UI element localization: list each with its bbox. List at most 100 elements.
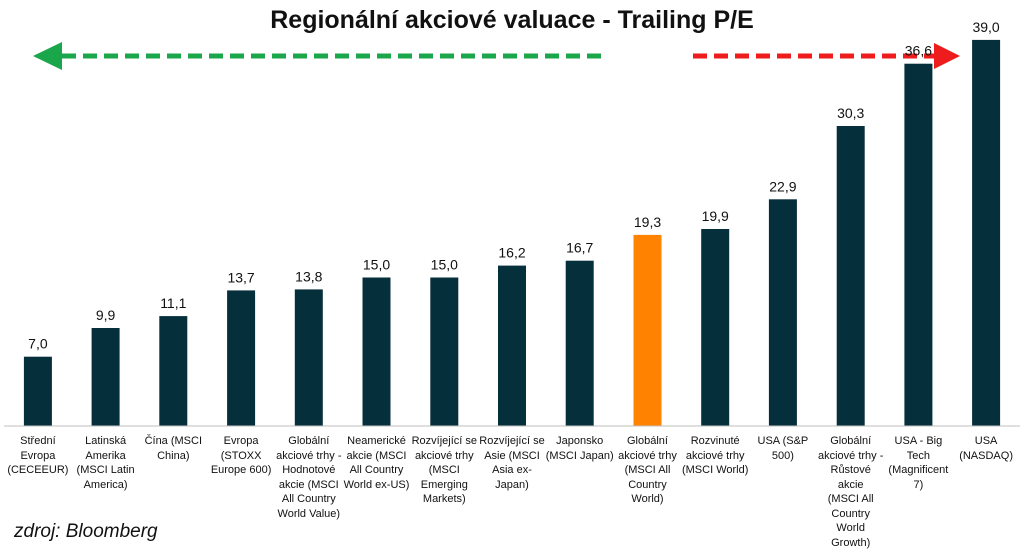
category-label-line: All Country — [281, 493, 336, 505]
category-label-line: Markets) — [422, 493, 466, 505]
value-label-1: 9,9 — [96, 307, 116, 323]
category-label-line: Globální — [627, 435, 668, 447]
category-label-line: (MSCI — [428, 464, 460, 476]
bar-3 — [227, 290, 256, 426]
category-label-line: All Country — [349, 464, 404, 476]
category-label-line: China) — [157, 449, 190, 462]
bar-8 — [565, 260, 594, 426]
category-label-line: (NASDAQ) — [959, 449, 1013, 462]
category-label-line: (MSCI Japan) — [545, 449, 614, 462]
bar-10 — [701, 229, 730, 426]
category-label-line: Japonsko — [556, 435, 604, 447]
category-label-6: Rozvíjející se akciové trhy (MSCI Emerging M… — [410, 434, 478, 507]
category-label-line: USA - Big — [894, 435, 943, 447]
category-label-line: World — [836, 522, 865, 534]
category-label-line: Europe 600) — [210, 464, 272, 476]
category-label-line: Emerging — [420, 478, 468, 491]
category-label-line: Asie (MSCI — [484, 449, 540, 462]
category-label-11: USA (S&P 500) — [749, 434, 817, 463]
bar-4 — [294, 289, 323, 426]
value-label-3: 13,7 — [227, 269, 254, 285]
category-label-line: Amerika — [85, 449, 126, 462]
value-label-13: 36,6 — [905, 43, 932, 59]
category-label-line: Asia ex- — [492, 464, 532, 476]
category-label-line: Čína (MSCI — [144, 435, 203, 447]
category-label-13: USA - Big Tech (Magnificent 7) — [884, 434, 952, 492]
category-label-line: 7) — [913, 478, 924, 491]
bar-11 — [768, 199, 797, 426]
value-label-14: 39,0 — [972, 19, 999, 35]
category-label-line: Hodnotové — [282, 464, 336, 476]
category-label-line: USA — [974, 435, 998, 447]
category-label-line: Rozvíjející se — [411, 435, 477, 447]
category-label-line: Evropa — [20, 449, 56, 462]
chart-title: Regionální akciové valuace - Trailing P/… — [270, 6, 754, 34]
category-label-line: Growth) — [831, 536, 871, 549]
category-label-7: Rozvíjející se Asie (MSCI Asia ex- Japan) — [478, 434, 546, 492]
value-label-7: 16,2 — [498, 245, 525, 261]
category-label-0: Střední Evropa (CECEEUR) — [4, 434, 72, 478]
bar-6 — [430, 277, 459, 426]
category-label-line: (MSCI Latin — [76, 464, 135, 476]
category-label-line: akciové trhy — [618, 449, 677, 462]
category-label-1: Latinská Amerika (MSCI Latin America) — [72, 434, 140, 492]
category-label-line: akciové trhy — [414, 449, 474, 462]
category-label-line: Tech — [906, 449, 931, 462]
value-label-2: 11,1 — [160, 295, 186, 311]
category-label-line: World Value) — [277, 507, 341, 520]
source-note: zdroj: Bloomberg — [14, 521, 158, 542]
category-label-line: Country — [831, 507, 870, 520]
category-label-5: Neamerické akcie (MSCI All Country World ex… — [343, 434, 411, 492]
category-label-line: Růstové akcie — [830, 464, 871, 491]
bar-1 — [91, 328, 120, 426]
category-label-line: (MSCI All — [827, 493, 874, 505]
category-label-line: (Magnificent — [888, 464, 949, 476]
bar-7 — [498, 265, 526, 426]
category-label-line: 500) — [771, 449, 794, 462]
category-label-12: Globální akciové trhy - Růstové akcie (MSCI… — [817, 434, 885, 550]
category-label-line: akciové trhy — [685, 449, 745, 462]
category-label-line: World) — [631, 493, 664, 505]
category-label-line: Globální — [830, 435, 872, 447]
category-label-line: Globální — [288, 435, 330, 447]
value-label-5: 15,0 — [363, 257, 390, 273]
category-label-line: Evropa — [223, 435, 259, 447]
category-label-line: Rozvinuté — [690, 435, 740, 447]
value-label-0: 7,0 — [28, 336, 48, 352]
category-label-14: USA (NASDAQ) — [952, 434, 1020, 463]
category-label-line: USA (S&P — [757, 435, 809, 447]
category-label-line: akcie (MSCI — [278, 478, 339, 491]
bar-9 — [633, 234, 662, 426]
category-label-line: (MSCI World) — [681, 464, 749, 476]
category-label-4: Globální akciové trhy - Hodnotové akcie (MS… — [275, 434, 343, 521]
category-label-line: akciové trhy - — [817, 449, 884, 462]
category-label-line: Neamerické — [347, 435, 406, 447]
red-arrow-head-icon — [934, 43, 960, 69]
category-label-line: Rozvíjející se — [479, 435, 545, 447]
bars-group — [23, 39, 1001, 427]
category-label-line: Japan) — [495, 478, 529, 491]
bar-2 — [159, 316, 188, 426]
value-label-8: 16,7 — [566, 240, 593, 256]
category-label-2: Čína (MSCI China) — [139, 434, 207, 463]
category-label-line: America) — [83, 478, 128, 491]
value-label-10: 19,9 — [702, 208, 729, 224]
category-label-line: (STOXX — [220, 449, 262, 462]
category-label-9: Globální akciové trhy (MSCI All Country Worl… — [614, 434, 682, 507]
value-label-11: 22,9 — [769, 178, 796, 194]
category-label-8: Japonsko (MSCI Japan) — [546, 434, 614, 463]
value-labels-group: 7,0 9,9 11,1 13,7 13,8 15,0 15,0 16,2 16,7 19,3 19… — [28, 19, 1000, 352]
category-label-3: Evropa (STOXX Europe 600) — [207, 434, 275, 478]
category-label-line: Country — [628, 478, 667, 491]
category-label-line: Latinská — [85, 435, 127, 447]
green-arrow-head-icon — [33, 42, 62, 70]
bar-5 — [362, 277, 391, 426]
bar-13 — [904, 63, 933, 426]
category-label-line: (MSCI All — [624, 464, 671, 476]
category-label-line: Střední — [20, 435, 56, 447]
direction-arrows — [33, 42, 960, 70]
category-label-line: akcie (MSCI — [346, 449, 407, 462]
value-label-9: 19,3 — [634, 214, 661, 230]
bar-0 — [23, 356, 52, 426]
